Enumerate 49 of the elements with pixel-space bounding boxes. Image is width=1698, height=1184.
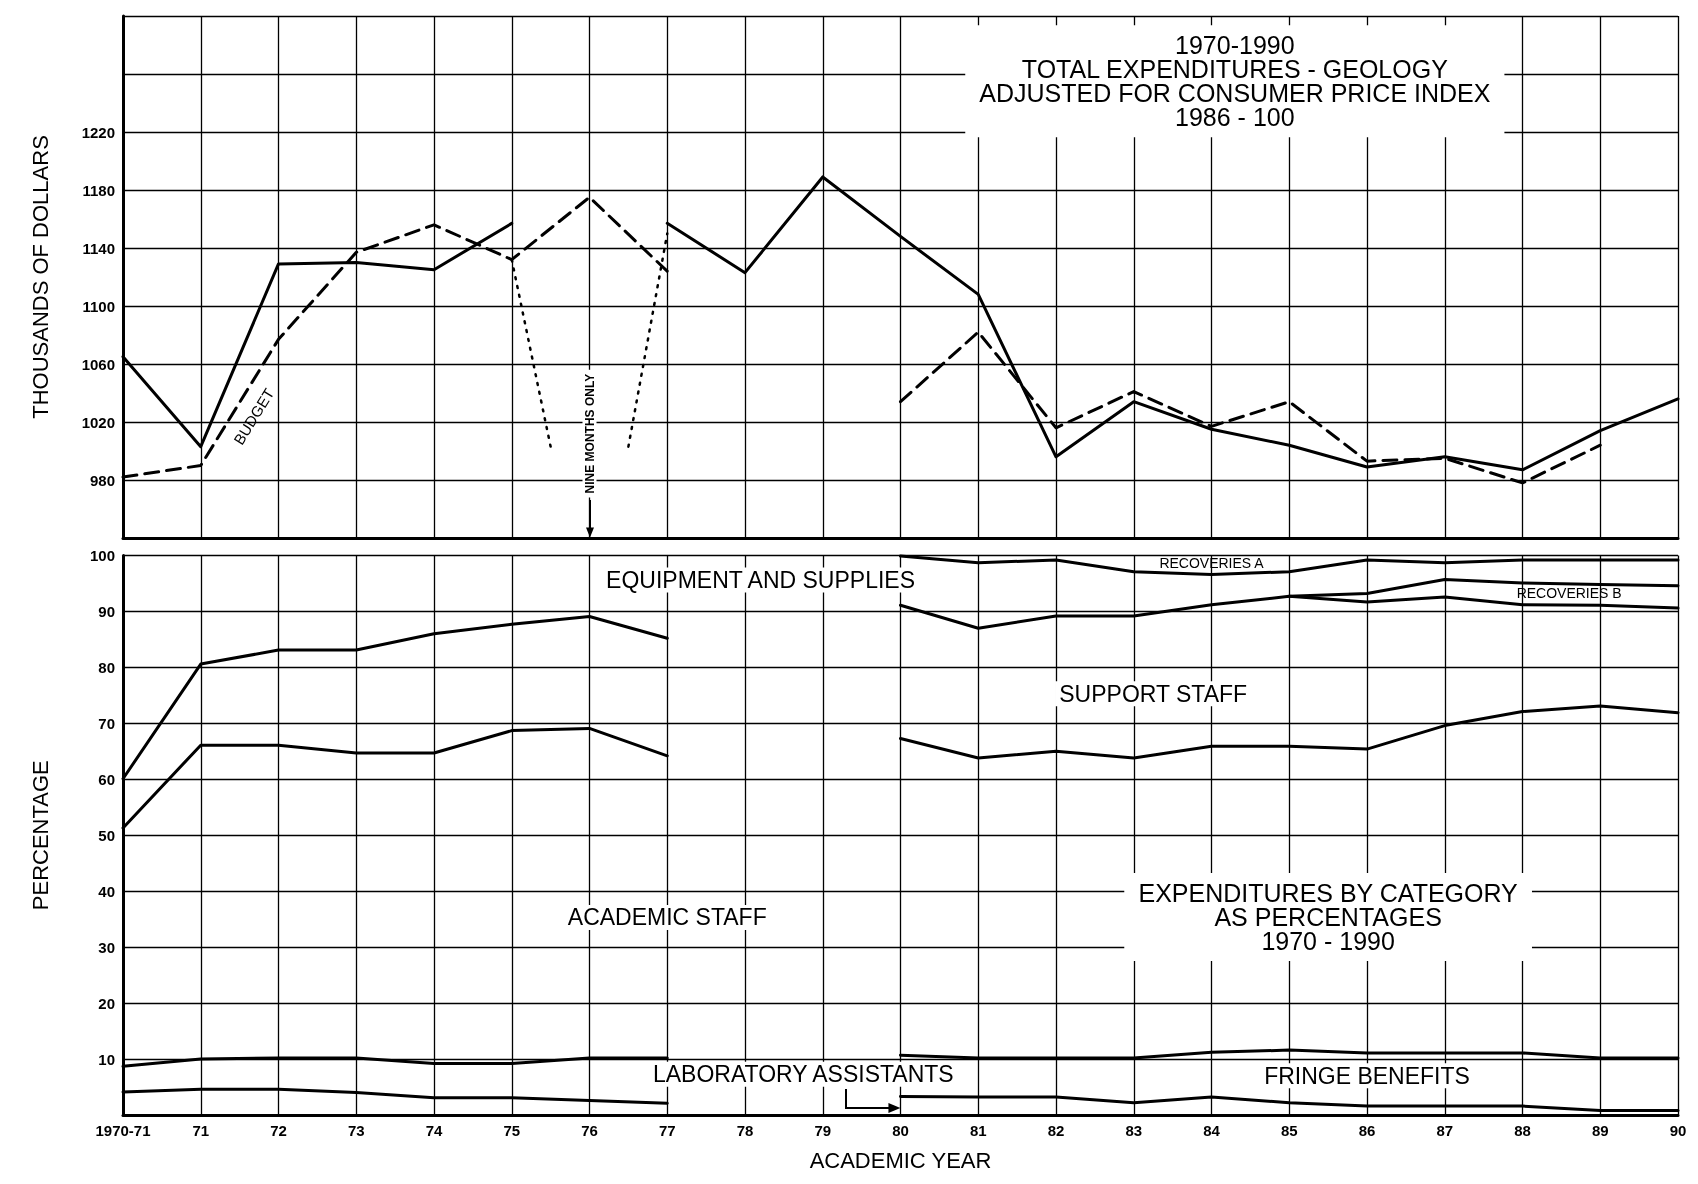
y-tick-label: 20: [98, 994, 115, 1012]
y-tick-label: 1140: [82, 239, 115, 257]
x-tick-label: 75: [503, 1122, 521, 1139]
x-tick-label: 82: [1047, 1122, 1065, 1139]
y-tick-label: 1180: [82, 181, 115, 199]
y-tick-label: 50: [98, 826, 115, 844]
x-tick-label: 86: [1358, 1122, 1376, 1139]
x-tick-label: 72: [270, 1122, 287, 1139]
x-tick-label: 76: [581, 1122, 598, 1139]
x-tick-label: 71: [192, 1122, 210, 1139]
x-tick-label: 73: [347, 1122, 365, 1139]
y-axis-title: PERCENTAGE: [27, 760, 53, 911]
y-tick-label: 10: [98, 1050, 115, 1068]
x-tick-label: 90: [1669, 1122, 1687, 1139]
y-tick-label: 1060: [81, 355, 115, 373]
x-tick-label: 81: [969, 1122, 987, 1139]
x-axis-title: ACADEMIC YEAR: [809, 1147, 992, 1173]
x-tick-label: 83: [1125, 1122, 1143, 1139]
x-tick-label: 79: [814, 1122, 832, 1139]
y-tick-label: 90: [98, 602, 115, 620]
x-tick-label: 1970-71: [95, 1122, 151, 1139]
y-axis-title: THOUSANDS OF DOLLARS: [27, 135, 53, 419]
annotation: LABORATORY ASSISTANTS: [652, 1061, 954, 1088]
x-tick-label: 89: [1591, 1122, 1609, 1139]
annotation: FRINGE BENEFITS: [1264, 1062, 1470, 1089]
x-tick-label: 87: [1436, 1122, 1454, 1139]
x-tick-label: 84: [1203, 1122, 1221, 1139]
y-tick-label: 70: [98, 714, 115, 732]
annotation: NINE MONTHS ONLY: [582, 373, 597, 494]
text: EXPENDITURES BY CATEGORY AS PERCENTAGES 1970 - 1990: [1138, 878, 1519, 955]
x-tick-label: 74: [425, 1122, 443, 1139]
annotation: EQUIPMENT AND SUPPLIES: [606, 567, 915, 594]
y-tick-label: 60: [98, 770, 115, 788]
x-tick-label: 88: [1514, 1122, 1531, 1139]
y-tick-label: 40: [98, 882, 115, 900]
x-tick-label: 85: [1280, 1122, 1298, 1139]
annotation: SUPPORT STAFF: [1059, 680, 1248, 707]
y-tick-label: 80: [98, 658, 115, 676]
x-tick-label: 78: [736, 1122, 754, 1139]
y-tick-label: 1220: [81, 123, 115, 141]
y-tick-label: 1020: [81, 413, 115, 431]
y-tick-label: 980: [89, 471, 115, 489]
x-tick-label: 80: [892, 1122, 909, 1139]
y-tick-label: 1100: [82, 297, 115, 315]
y-tick-label: 30: [98, 938, 115, 956]
annotation: ACADEMIC STAFF: [567, 904, 767, 931]
x-tick-label: 77: [658, 1122, 676, 1139]
text: 1970-1990 TOTAL EXPENDITURES - GEOLOGY ADJUSTED FOR CONSUMER PRICE INDEX 1986 - 100: [979, 31, 1491, 132]
y-tick-label: 100: [89, 547, 115, 564]
